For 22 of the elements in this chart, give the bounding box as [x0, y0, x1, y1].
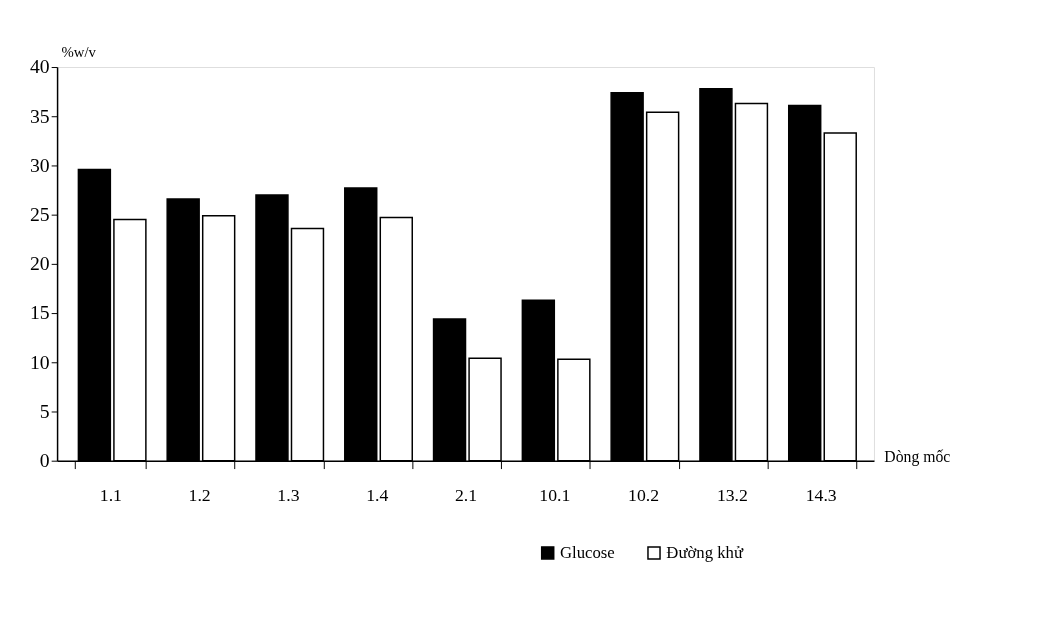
legend-label: Đường khử: [666, 542, 744, 562]
x-tick-label: 1.2: [188, 484, 211, 505]
x-tick-label: 1.3: [277, 484, 300, 505]
y-tick-label: 10: [30, 350, 50, 373]
y-tick-label: 40: [30, 55, 50, 78]
y-tick-label: 35: [30, 104, 50, 127]
x-tick-label: 10.1: [539, 484, 571, 505]
y-tick-label: 30: [30, 153, 50, 176]
x-tick-label: 10.2: [628, 484, 660, 505]
y-tick-label: 25: [30, 203, 50, 226]
x-tick-label: 1.1: [99, 484, 122, 505]
y-tick-label: 5: [39, 399, 50, 422]
y-tick-label: 20: [30, 252, 50, 275]
y-tick-label: 15: [30, 301, 50, 324]
y-axis-title: %w/v: [61, 43, 97, 60]
x-axis-title: Dòng mốc: [884, 448, 951, 467]
x-tick-label: 2.1: [454, 484, 478, 505]
y-tick-label: 0: [39, 449, 50, 472]
legend-label: Glucose: [560, 542, 615, 562]
x-tick-label: 13.2: [716, 484, 748, 505]
x-tick-label: 1.4: [366, 484, 389, 505]
x-tick-label: 14.3: [805, 484, 837, 505]
